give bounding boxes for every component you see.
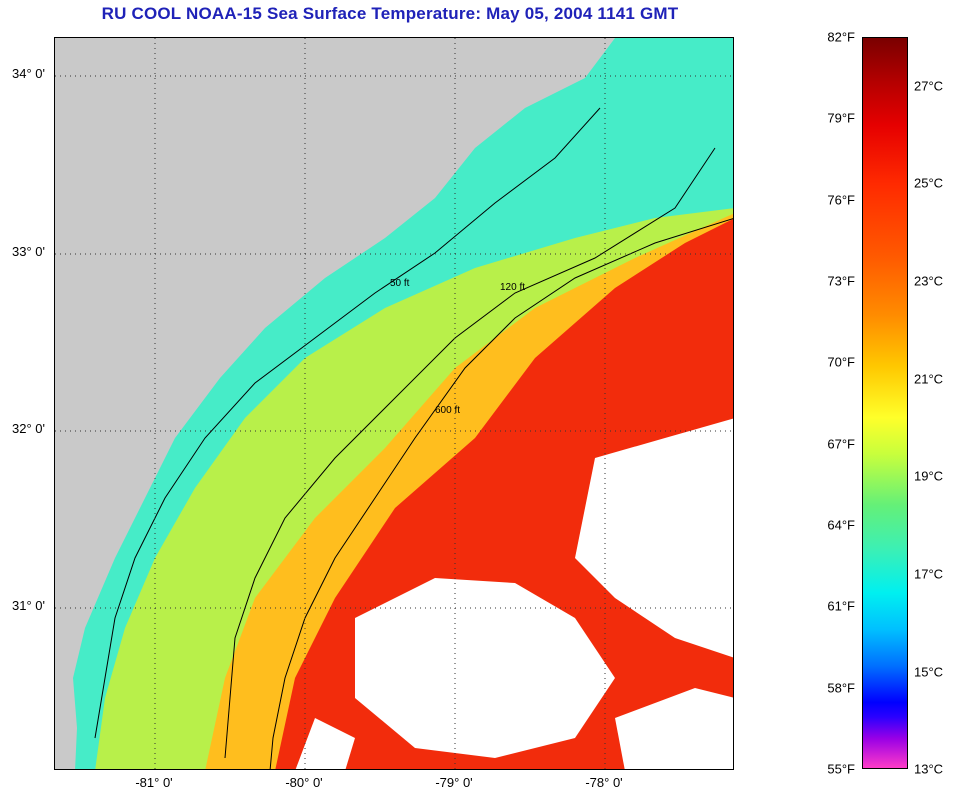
depth-contours bbox=[94, 107, 733, 769]
colorbar-c-21: 21°C bbox=[914, 371, 944, 387]
colorbar-f-82: 82°F bbox=[827, 29, 855, 45]
lat-label-34: 34° 0' bbox=[12, 66, 45, 81]
colorbar-c-17: 17°C bbox=[914, 566, 944, 582]
colorbar-f-64: 64°F bbox=[827, 517, 855, 533]
lat-label-32: 32° 0' bbox=[12, 421, 45, 436]
lat-label-33: 33° 0' bbox=[12, 244, 45, 259]
contour-label-50: 50 ft bbox=[390, 278, 410, 289]
sst-map-canvas: 50 ft 120 ft 600 ft bbox=[55, 38, 733, 769]
temperature-colorbar bbox=[862, 37, 908, 769]
cloud-cover bbox=[295, 418, 733, 769]
colorbar-f-55: 55°F bbox=[827, 761, 855, 777]
colorbar-f-70: 70°F bbox=[827, 354, 855, 370]
graticule bbox=[55, 38, 733, 769]
sst-map: 50 ft 120 ft 600 ft bbox=[54, 37, 734, 770]
lon-label-80: -80° 0' bbox=[285, 775, 323, 790]
colorbar-f-58: 58°F bbox=[827, 680, 855, 696]
contour-label-600: 600 ft bbox=[435, 405, 460, 416]
colorbar-f-79: 79°F bbox=[827, 110, 855, 126]
lon-label-78: -78° 0' bbox=[585, 775, 623, 790]
colorbar-c-27: 27°C bbox=[914, 78, 944, 94]
colorbar-c-15: 15°C bbox=[914, 664, 944, 680]
colorbar-f-67: 67°F bbox=[827, 436, 855, 452]
colorbar-f-73: 73°F bbox=[827, 273, 855, 289]
colorbar-f-76: 76°F bbox=[827, 192, 855, 208]
colorbar-f-61: 61°F bbox=[827, 598, 855, 614]
colorbar-c-23: 23°C bbox=[914, 273, 944, 289]
map-title: RU COOL NOAA-15 Sea Surface Temperature:… bbox=[101, 4, 679, 23]
colorbar-c-13: 13°C bbox=[914, 761, 944, 777]
lon-label-81: -81° 0' bbox=[135, 775, 173, 790]
contour-labels: 50 ft 120 ft 600 ft bbox=[390, 278, 525, 416]
lat-label-31: 31° 0' bbox=[12, 598, 45, 613]
colorbar-c-25: 25°C bbox=[914, 175, 944, 191]
contour-label-120: 120 ft bbox=[500, 282, 525, 293]
lon-label-79: -79° 0' bbox=[435, 775, 473, 790]
colorbar-c-19: 19°C bbox=[914, 468, 944, 484]
